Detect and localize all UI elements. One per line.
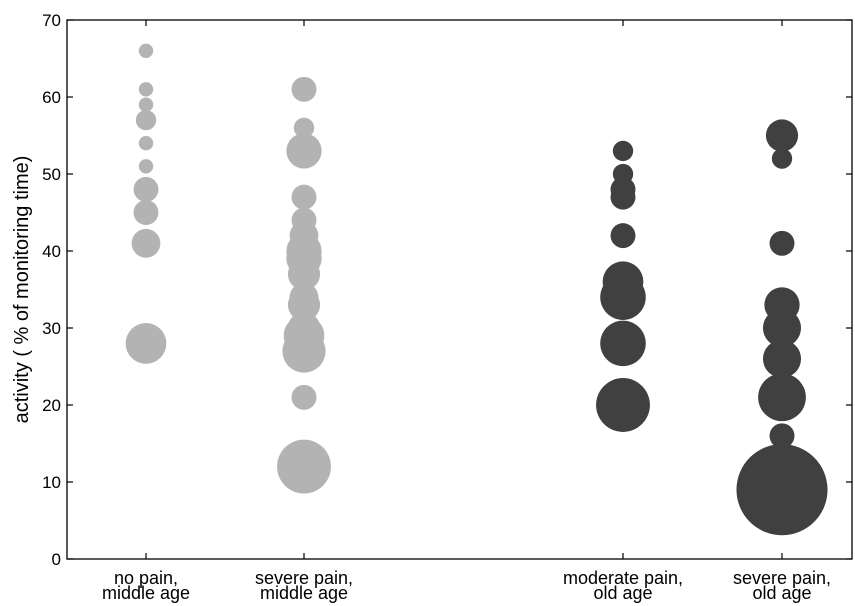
y-tick-label: 50: [42, 165, 61, 184]
bubble-point: [287, 258, 321, 291]
bubble-point: [769, 423, 795, 449]
bubble-point: [135, 109, 157, 131]
bubble-point: [765, 119, 799, 152]
bubble-point: [610, 184, 636, 210]
bubble-point: [277, 439, 331, 494]
bubble-layer: [125, 43, 828, 536]
bubble-point: [293, 117, 315, 138]
y-tick-label: 20: [42, 396, 61, 415]
axis-ticks: [67, 19, 852, 560]
bubble-point: [131, 228, 161, 258]
bubble-point: [762, 339, 802, 378]
y-tick-label: 30: [42, 319, 61, 338]
bubble-point: [287, 288, 321, 321]
bubble-point: [771, 148, 793, 169]
bubble-point: [286, 133, 322, 169]
bubble-point: [600, 274, 646, 320]
bubble-point: [596, 378, 650, 432]
bubble-point: [612, 140, 634, 162]
y-tick-label: 60: [42, 88, 61, 107]
y-tick-label: 40: [42, 242, 61, 261]
x-category-label: severe pain, middle age: [255, 568, 353, 603]
bubble-point: [125, 323, 167, 364]
bubble-point: [291, 184, 317, 210]
bubble-point: [282, 329, 326, 373]
bubble-point: [133, 176, 159, 202]
bubble-point: [736, 444, 828, 536]
y-axis-label: activity ( % of monitoring time): [11, 156, 33, 424]
bubble-point: [291, 76, 317, 102]
x-category-label: moderate pain, old age: [563, 568, 683, 603]
y-tick-label: 10: [42, 473, 61, 492]
bubble-point: [600, 320, 646, 367]
bubble-point: [138, 136, 154, 151]
bubble-point: [762, 308, 802, 348]
plot-frame: [66, 19, 853, 560]
y-tick-labels: 0 10 20 30 40 50 60 70: [42, 11, 61, 569]
bubble-point: [138, 82, 154, 97]
x-category-label: severe pain, old age: [733, 568, 831, 603]
bubble-point: [610, 223, 636, 249]
y-tick-label: 0: [52, 550, 61, 569]
bubble-point: [758, 373, 806, 422]
bubble-point: [138, 43, 154, 58]
bubble-point: [138, 159, 154, 174]
bubble-point: [138, 97, 154, 112]
bubble-point: [291, 384, 317, 410]
y-tick-label: 70: [42, 11, 61, 30]
x-category-label: no pain, middle age: [102, 568, 190, 603]
category-labels: no pain, middle age severe pain, middle age…: [102, 568, 831, 603]
bubble-point: [133, 200, 159, 225]
bubble-point: [769, 230, 795, 256]
